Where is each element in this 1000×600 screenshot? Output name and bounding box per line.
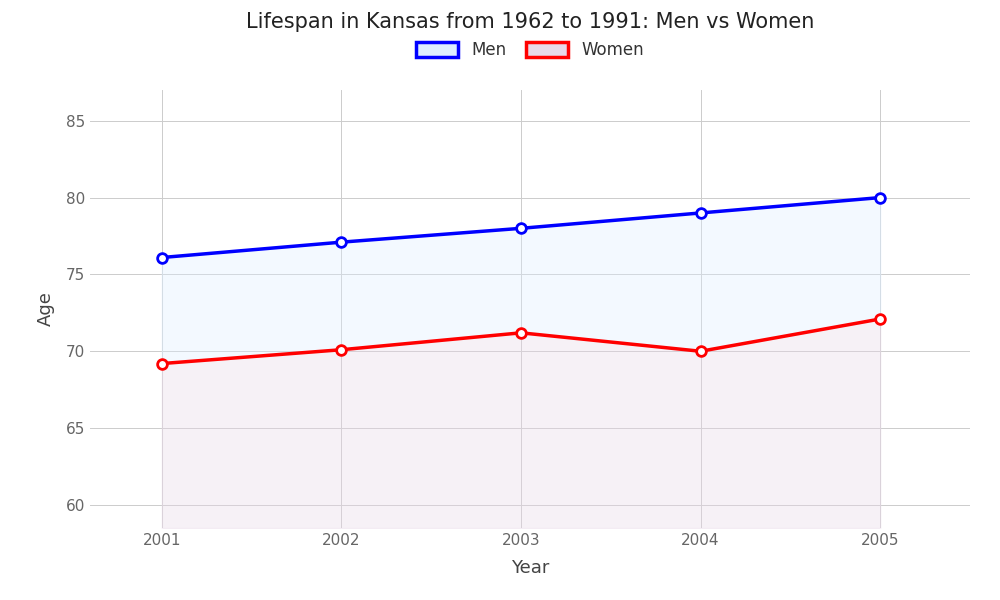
Y-axis label: Age: Age xyxy=(37,292,55,326)
X-axis label: Year: Year xyxy=(511,559,549,577)
Legend: Men, Women: Men, Women xyxy=(416,41,644,59)
Title: Lifespan in Kansas from 1962 to 1991: Men vs Women: Lifespan in Kansas from 1962 to 1991: Me… xyxy=(246,11,814,31)
